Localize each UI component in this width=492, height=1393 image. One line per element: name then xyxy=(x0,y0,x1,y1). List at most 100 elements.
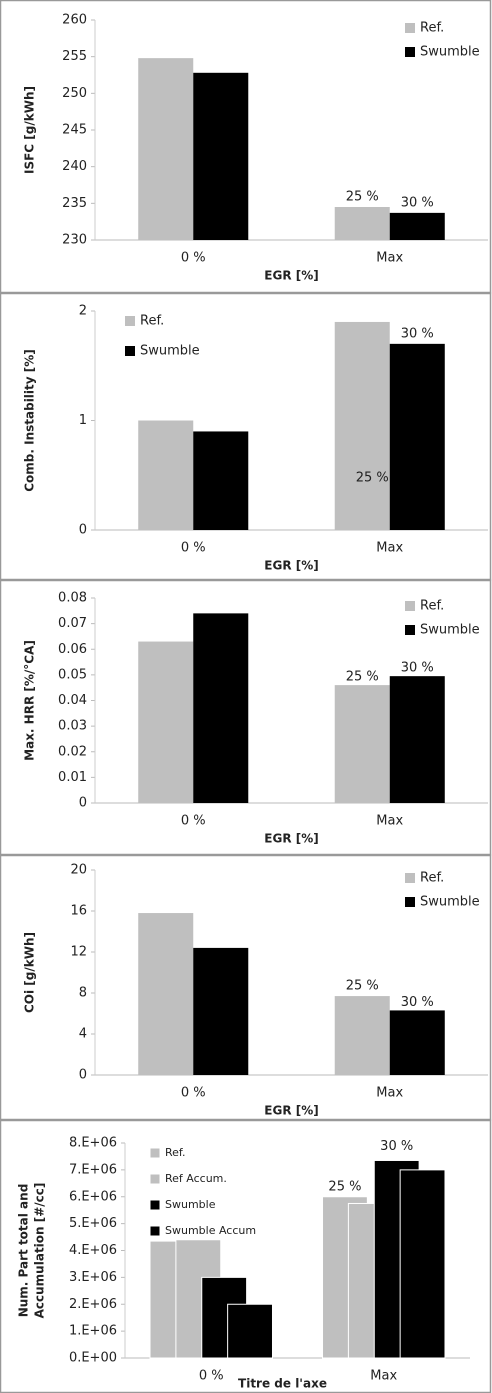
bar xyxy=(138,641,194,803)
bar xyxy=(138,420,194,530)
y-tick-label: 3.E+06 xyxy=(69,1270,117,1285)
bar xyxy=(138,58,194,241)
x-tick-label: Max xyxy=(376,541,403,556)
x-axis-title: Titre de l'axe xyxy=(238,1377,327,1391)
y-tick-label: 230 xyxy=(62,233,87,248)
y-tick-label: 5.E+06 xyxy=(69,1216,117,1231)
bar xyxy=(334,685,390,803)
annotation: 30 % xyxy=(401,661,434,676)
y-tick-label: 0.08 xyxy=(58,591,87,606)
x-tick-label: Max xyxy=(376,814,403,829)
y-axis-title: ISFC [g/kWh] xyxy=(23,86,37,174)
bar xyxy=(334,207,390,240)
legend-label: Ref. xyxy=(420,21,444,36)
x-axis-title: EGR [%] xyxy=(264,269,318,283)
legend-label: Ref. xyxy=(420,599,444,614)
legend-label: Swumble Accum xyxy=(165,1224,256,1237)
legend-label: Ref Accum. xyxy=(165,1172,227,1185)
bar xyxy=(193,431,249,530)
y-tick-label: 20 xyxy=(70,863,87,878)
bar xyxy=(389,343,445,530)
y-tick-label: 0.03 xyxy=(58,719,87,734)
bar xyxy=(227,1303,273,1359)
legend-swatch xyxy=(149,1147,161,1159)
annotation: 30 % xyxy=(401,995,434,1010)
legend-swatch xyxy=(149,1199,161,1211)
legend-swatch xyxy=(149,1173,161,1185)
y-tick-label: 12 xyxy=(70,945,87,960)
y-tick-label: 250 xyxy=(62,86,87,101)
bar xyxy=(193,613,249,803)
x-tick-label: Max xyxy=(370,1369,397,1384)
panel-frame xyxy=(0,854,492,1121)
y-tick-label: 16 xyxy=(70,904,87,919)
annotation: 25 % xyxy=(346,979,379,994)
annotation: 30 % xyxy=(401,195,434,210)
y-tick-label: 235 xyxy=(62,196,87,211)
bar xyxy=(399,1169,446,1359)
legend-label: Ref. xyxy=(420,871,444,886)
bar xyxy=(334,996,390,1075)
annotation: 30 % xyxy=(401,326,434,341)
y-tick-label: 8 xyxy=(79,986,87,1001)
x-axis-title: EGR [%] xyxy=(264,559,318,573)
legend-swatch xyxy=(405,897,415,907)
y-tick-label: 0.E+00 xyxy=(69,1351,117,1366)
legend-swatch xyxy=(405,47,415,57)
legend-swatch xyxy=(405,873,415,883)
y-axis-title: Max. HRR [%/°CA] xyxy=(23,640,37,761)
legend-swatch xyxy=(405,625,415,635)
y-axis-title: Num. Part total and xyxy=(17,1184,31,1318)
annotation: 25 % xyxy=(346,190,379,205)
y-tick-label: 0.06 xyxy=(58,642,87,657)
x-tick-label: 0 % xyxy=(181,814,206,829)
bar xyxy=(334,321,390,530)
y-tick-label: 7.E+06 xyxy=(69,1162,117,1177)
y-tick-label: 0 xyxy=(79,1068,87,1083)
y-tick-label: 0.07 xyxy=(58,616,87,631)
bar xyxy=(193,72,249,240)
panel-frame xyxy=(0,579,492,856)
y-tick-label: 2.E+06 xyxy=(69,1297,117,1312)
legend-label: Swumble xyxy=(420,623,480,638)
y-tick-label: 0.04 xyxy=(58,693,87,708)
legend-label: Swumble xyxy=(420,895,480,910)
x-tick-label: 0 % xyxy=(199,1369,224,1384)
legend-swatch xyxy=(405,23,415,33)
y-tick-label: 0 xyxy=(79,796,87,811)
panel-frame xyxy=(0,292,492,581)
bar xyxy=(389,1010,445,1075)
bar xyxy=(389,212,445,240)
y-tick-label: 255 xyxy=(62,49,87,64)
y-tick-label: 4 xyxy=(79,1027,87,1042)
y-tick-label: 0.05 xyxy=(58,667,87,682)
x-tick-label: 0 % xyxy=(181,1086,206,1101)
y-tick-label: 8.E+06 xyxy=(69,1136,117,1151)
y-tick-label: 240 xyxy=(62,159,87,174)
x-tick-label: 0 % xyxy=(181,541,206,556)
y-tick-label: 2 xyxy=(79,304,87,319)
legend-label: Swumble xyxy=(140,344,200,359)
x-tick-label: Max xyxy=(376,1086,403,1101)
legend-swatch xyxy=(149,1225,161,1237)
bar xyxy=(389,676,445,803)
legend-label: Swumble xyxy=(420,45,480,60)
y-axis-title: COi [g/kWh] xyxy=(23,932,37,1013)
y-tick-label: 6.E+06 xyxy=(69,1189,117,1204)
y-tick-label: 260 xyxy=(62,13,87,28)
y-tick-label: 0.02 xyxy=(58,744,87,759)
x-tick-label: Max xyxy=(376,251,403,266)
x-tick-label: 0 % xyxy=(181,251,206,266)
annotation: 30 % xyxy=(380,1139,413,1154)
y-tick-label: 0 xyxy=(79,523,87,538)
y-axis-title: Accumulation [#/cc] xyxy=(33,1183,47,1319)
legend-swatch xyxy=(125,346,135,356)
legend-label: Ref. xyxy=(140,314,164,329)
annotation: 25 % xyxy=(356,471,389,486)
legend-swatch xyxy=(125,316,135,326)
bar xyxy=(138,913,194,1075)
panel-frame xyxy=(0,0,492,294)
y-tick-label: 0.01 xyxy=(58,770,87,785)
annotation: 25 % xyxy=(346,670,379,685)
